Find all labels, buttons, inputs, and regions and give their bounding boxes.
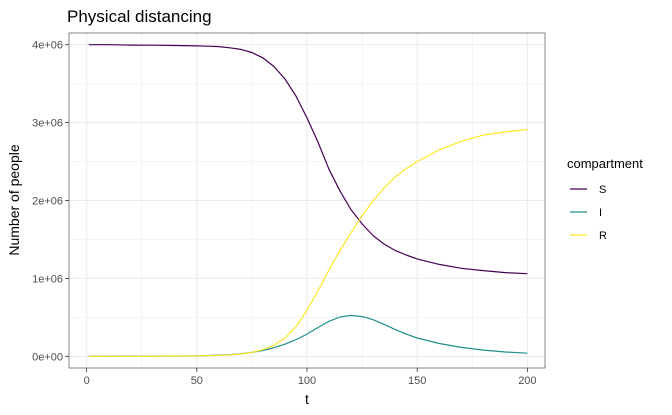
y-tick-label: 3e+06 <box>32 118 63 130</box>
x-tick-label: 150 <box>408 375 426 387</box>
legend-title: compartment <box>567 156 643 171</box>
legend-label-I: I <box>599 207 602 219</box>
legend: compartment SIR <box>567 156 643 242</box>
y-tick-label: 2e+06 <box>32 196 63 208</box>
y-axis: 0e+00 1e+06 2e+06 3e+06 4e+06 <box>32 40 69 363</box>
y-tick-label: 0e+00 <box>32 351 63 363</box>
legend-label-S: S <box>599 184 606 196</box>
y-tick-label: 1e+06 <box>32 273 63 285</box>
x-tick-label: 100 <box>298 375 316 387</box>
x-axis-title: t <box>305 391 309 407</box>
chart-title: Physical distancing <box>67 7 212 26</box>
x-tick-label: 50 <box>191 375 203 387</box>
series-line-S <box>88 44 528 275</box>
x-tick-label: 200 <box>518 375 536 387</box>
x-tick-label: 0 <box>84 375 90 387</box>
legend-label-R: R <box>599 230 607 242</box>
legend-items: SIR <box>570 184 607 242</box>
series-lines <box>88 44 528 357</box>
y-tick-label: 4e+06 <box>32 40 63 52</box>
x-axis: 0 50 100 150 200 <box>84 368 537 387</box>
grid <box>69 33 545 368</box>
y-axis-title: Number of people <box>6 144 22 256</box>
series-line-R <box>88 129 528 357</box>
